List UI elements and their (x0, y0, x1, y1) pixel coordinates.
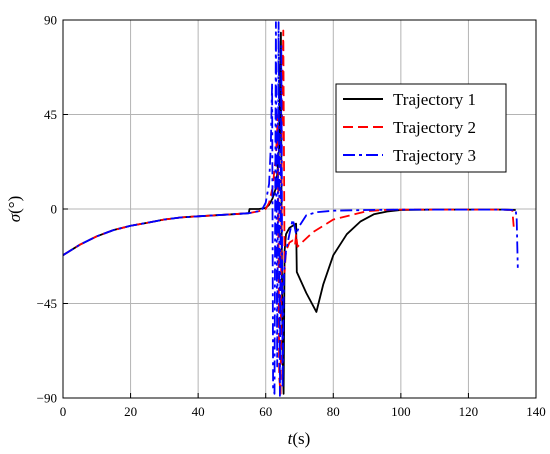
y-tick-label: 0 (51, 202, 58, 217)
y-tick-label: 90 (44, 13, 57, 28)
y-axis-label: σ(°) (5, 196, 24, 223)
x-axis-label: t(s) (288, 429, 311, 448)
series-layer (62, 21, 519, 397)
x-axis-label-unit: (s) (292, 429, 310, 448)
legend: Trajectory 1 Trajectory 2 Trajectory 3 (335, 83, 507, 173)
legend-label-3: Trajectory 3 (393, 146, 476, 165)
x-tick-label: 40 (192, 404, 205, 419)
x-axis-label-var: t (288, 429, 294, 448)
y-tick-label: −90 (37, 391, 57, 406)
tick-labels: 0 20 40 60 80 100 120 140 −90 −45 0 45 90 (37, 13, 546, 420)
x-tick-label: 140 (526, 404, 546, 419)
y-axis-label-unit: (°) (5, 196, 24, 214)
x-tick-label: 120 (459, 404, 479, 419)
series-line-3 (62, 21, 519, 397)
y-tick-label: 45 (44, 107, 57, 122)
legend-label-1: Trajectory 1 (393, 90, 476, 109)
y-axis-label-var: σ (5, 213, 24, 222)
x-tick-label: 0 (60, 404, 67, 419)
ticks (62, 19, 537, 399)
legend-label-2: Trajectory 2 (393, 118, 476, 137)
x-tick-label: 20 (124, 404, 137, 419)
y-tick-label: −45 (37, 296, 57, 311)
x-tick-label: 80 (327, 404, 340, 419)
x-tick-label: 60 (259, 404, 272, 419)
x-tick-label: 100 (391, 404, 411, 419)
